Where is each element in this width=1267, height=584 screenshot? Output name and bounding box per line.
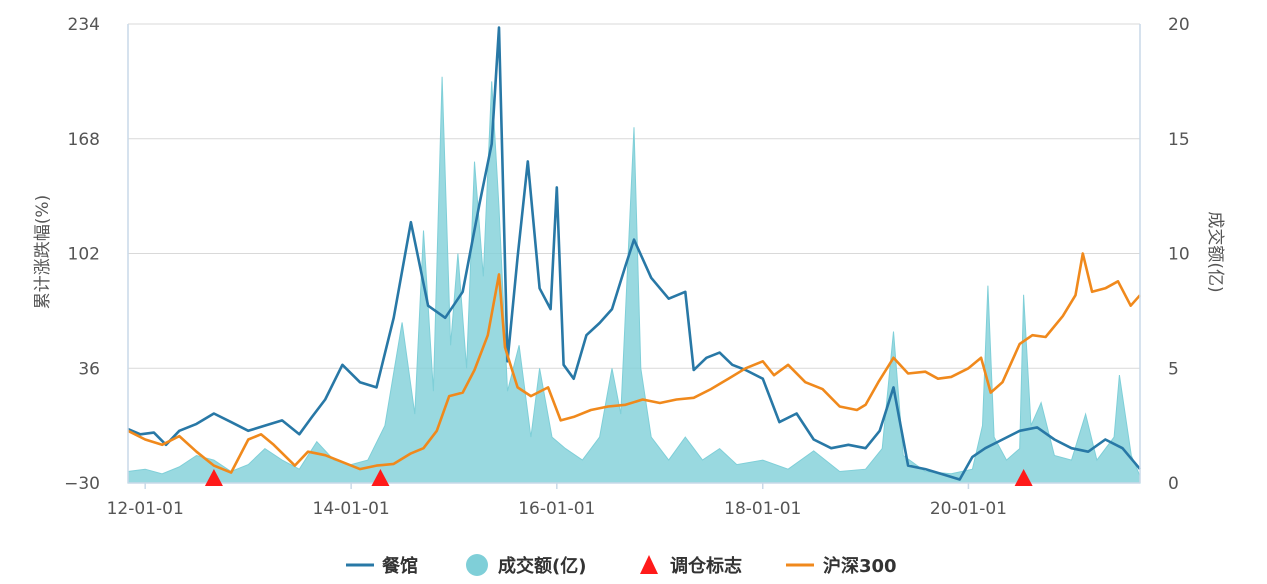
signal-marker (1014, 469, 1033, 486)
legend-circle-volume (466, 554, 488, 576)
y-tick-label-right: 15 (1168, 130, 1190, 150)
x-tick-label: 16-01-01 (518, 499, 595, 519)
legend-item-index[interactable]: 沪深300 (786, 555, 897, 577)
y-axis-title-left: 累计涨跌幅(%) (33, 195, 53, 309)
y-tick-label-left: 102 (68, 245, 100, 265)
signal-marker (371, 469, 390, 486)
y-axis-title-right: 成交额(亿) (1205, 211, 1225, 292)
series-volume-area (127, 76, 1141, 484)
signal-marker (204, 469, 223, 486)
x-tick-label: 20-01-01 (930, 499, 1007, 519)
axis-layer: −30 36 102 168 234 0 5 10 15 20 12-01-01 14-01-01 16… (64, 15, 1190, 519)
y-tick-label-right: 20 (1168, 15, 1190, 35)
legend-label-signal: 调仓标志 (670, 555, 742, 577)
volume-layer (127, 76, 1141, 484)
legend-item-volume[interactable]: 成交额(亿) (466, 554, 586, 577)
x-tick-label: 18-01-01 (724, 499, 801, 519)
y-tick-label-left: 234 (68, 15, 100, 35)
x-tick-label: 12-01-01 (107, 499, 184, 519)
legend-item-restaurant[interactable]: 餐馆 (346, 555, 418, 577)
legend-label-volume: 成交额(亿) (498, 555, 586, 577)
legend-triangle-signal (640, 555, 658, 574)
y-tick-label-left: 36 (78, 359, 100, 379)
series-restaurant-line (127, 26, 1141, 481)
y-tick-label-left: −30 (64, 474, 100, 494)
legend-item-signal[interactable]: 调仓标志 (640, 555, 742, 577)
line-layer (127, 26, 1141, 481)
y-tick-label-right: 5 (1168, 359, 1179, 379)
signal-layer (204, 469, 1033, 486)
y-tick-label-right: 10 (1168, 245, 1190, 265)
legend-label-restaurant: 餐馆 (381, 555, 418, 577)
y-tick-label-right: 0 (1168, 474, 1179, 494)
x-tick-label: 14-01-01 (313, 499, 390, 519)
legend: 餐馆 成交额(亿) 调仓标志 沪深300 (346, 554, 897, 577)
series-index-line (127, 252, 1141, 474)
legend-label-index: 沪深300 (823, 555, 897, 577)
y-tick-label-left: 168 (68, 130, 100, 150)
